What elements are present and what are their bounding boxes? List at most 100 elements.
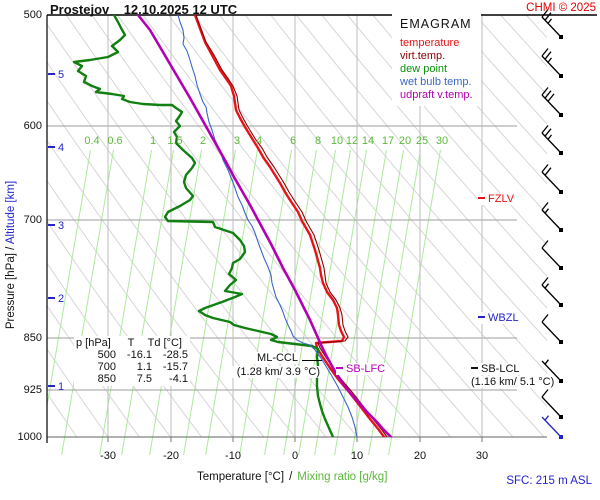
barb-shaft — [541, 396, 562, 418]
mixing-ratio-line — [149, 149, 202, 455]
x-axis-caption-mix: Mixing ratio [g/kg] — [297, 471, 388, 483]
wind-barb — [541, 202, 563, 232]
cell-p-700: 700 — [97, 361, 116, 373]
barb-station-dot — [559, 113, 563, 117]
wbzl-marker: WBZL — [478, 312, 519, 324]
barb-feather-half — [547, 134, 553, 140]
barb-feather-half — [547, 57, 553, 63]
mixing-ratio-label: 2 — [199, 135, 207, 147]
barb-feather-full — [541, 240, 549, 249]
mixing-ratio-label: 14 — [361, 135, 375, 147]
pressure-tick-label: 925 — [23, 384, 42, 396]
barb-feather-half — [547, 18, 553, 24]
sb-lcl-marker: SB-LCL — [471, 363, 520, 375]
dry-adiabat-line — [347, 15, 547, 246]
dry-adiabat-line — [91, 15, 420, 437]
barb-feather-half — [544, 283, 550, 289]
mixing-ratio-line — [121, 149, 174, 455]
barb-feather-full — [541, 125, 549, 134]
altitude-tick-label: 4 — [48, 142, 64, 154]
barb-station-dot — [559, 303, 563, 307]
cell-t-700: 1.1 — [136, 361, 152, 373]
barb-station-dot — [559, 415, 563, 419]
cell-td-500: -28.5 — [162, 349, 188, 361]
altitude-tick-label: 2 — [48, 293, 64, 305]
temp-tick-label: 10 — [350, 450, 364, 462]
curve-virt-temp- — [195, 15, 388, 437]
mixing-ratio-line — [368, 149, 421, 455]
copyright-note: CHMI © 2025 — [526, 2, 596, 14]
barb-station-dot — [559, 228, 563, 232]
mixing-ratio-label: 1.5 — [167, 135, 183, 147]
wind-barb — [541, 277, 563, 307]
dry-adiabat-line — [552, 15, 600, 437]
barb-station-dot — [559, 35, 563, 39]
legend-item-wet-bulb: wet bulb temp. — [400, 76, 472, 88]
mixing-ratio-label: 10 — [330, 135, 344, 147]
ml-ccl-detail: (1.28 km/ 3.9 °C) — [228, 366, 320, 378]
fzlv-marker: FZLV — [478, 193, 515, 205]
barb-feather-full — [541, 9, 549, 18]
legend-item-virt-temp: virt.temp. — [400, 50, 446, 62]
temp-tick-label: 20 — [413, 450, 427, 462]
dry-adiabat-line — [525, 15, 547, 39]
barb-feather-full — [544, 90, 552, 99]
wind-barb — [541, 48, 563, 78]
table-row: 500 -16.1 -28.5 — [76, 349, 188, 361]
barb-station-dot — [559, 151, 563, 155]
page-title: Prostejov 12.10.2025 12 UTC — [50, 2, 238, 17]
col-header-pressure: p [hPa] — [76, 337, 111, 349]
mixing-ratio-line — [314, 149, 367, 455]
curve-dew-point — [72, 15, 335, 437]
ml-ccl-pointer-line — [302, 360, 322, 361]
cell-p-850: 850 — [97, 373, 116, 385]
wind-barb — [541, 314, 563, 344]
table-row: 850 7.5 -4.1 — [76, 373, 188, 385]
barb-feather-full — [544, 12, 552, 21]
pressure-tick-label: 600 — [23, 120, 42, 132]
sb-lcl-tick — [471, 367, 478, 370]
legend-item-dew-point: dew point — [400, 63, 448, 75]
altitude-tick-mark — [48, 385, 55, 388]
barb-shaft — [541, 321, 562, 343]
mixing-ratio-lines — [47, 149, 441, 455]
dry-adiabat-line — [47, 23, 358, 437]
barb-shaft — [541, 284, 562, 306]
cell-t-850: 7.5 — [136, 373, 152, 385]
curve-udpraft-v-temp- — [136, 15, 393, 437]
sounding-table: p [hPa] T Td [°C] 500 -16.1 -28.5 700 1.… — [74, 336, 190, 386]
x-axis-caption: Temperature [°C] / Mixing ratio [g/kg] — [197, 471, 387, 483]
dry-adiabat-line — [116, 15, 452, 437]
barb-shaft — [541, 360, 562, 382]
altitude-tick-label: 1 — [48, 381, 64, 393]
dry-adiabat-line — [321, 15, 547, 278]
mixing-ratio-label: 4 — [255, 135, 263, 147]
mixing-ratio-line — [298, 149, 351, 455]
wind-barb — [541, 9, 563, 39]
mixing-ratio-label: 30 — [435, 135, 449, 147]
pressure-tick-label: 850 — [23, 332, 42, 344]
temp-tick-label: 0 — [291, 450, 299, 462]
mixing-ratio-label: 12 — [345, 135, 359, 147]
legend-item-updraft: udpraft v.temp. — [400, 89, 473, 101]
sb-lcl-label: SB-LCL — [481, 363, 520, 375]
dry-adiabat-line — [449, 15, 547, 125]
barb-feather-full — [541, 164, 549, 173]
barb-station-dot — [559, 266, 563, 270]
barb-shaft — [541, 247, 562, 269]
mixing-ratio-label: 25 — [415, 135, 429, 147]
barb-station-dot — [559, 74, 563, 78]
barb-feather-full — [541, 48, 549, 57]
altitude-tick-mark — [48, 146, 55, 149]
y-axis-caption-altitude: Altitude [km] — [5, 180, 17, 245]
dry-adiabat-line — [270, 15, 547, 342]
dry-adiabat-line — [423, 15, 547, 155]
barb-feather-half — [544, 415, 550, 421]
temp-tick-label: 30 — [475, 450, 489, 462]
mixing-ratio-line — [388, 149, 441, 455]
legend-title: EMAGRAM — [400, 17, 472, 31]
dry-adiabat-line — [47, 179, 234, 437]
mixing-ratio-label: 0.4 — [84, 135, 100, 147]
